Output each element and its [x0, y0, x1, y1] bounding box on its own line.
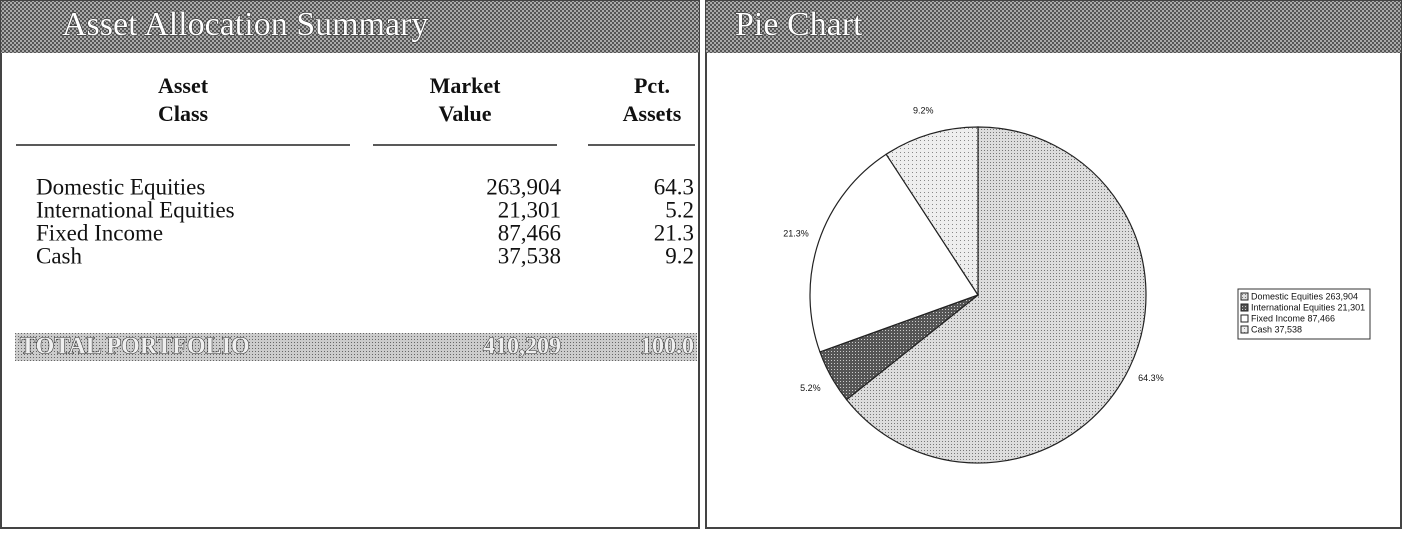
column-header: Pct.	[634, 73, 670, 98]
column-header: Assets	[623, 101, 682, 126]
total-cell: 100.0	[640, 334, 694, 360]
panel-title: Pie Chart	[735, 6, 863, 43]
table-cell: 263,904	[486, 174, 561, 199]
legend-swatch	[1240, 314, 1249, 323]
legend-label: Fixed Income 87,466	[1251, 313, 1335, 323]
title-bar	[706, 1, 1401, 53]
legend-label: International Equities 21,301	[1251, 302, 1365, 312]
pie-slice	[885, 126, 979, 298]
table-cell: International Equities	[36, 197, 235, 222]
pie-slice	[845, 126, 1147, 464]
column-header: Class	[158, 101, 209, 126]
left-panel	[0, 0, 700, 529]
slice-label: 21.3%	[783, 228, 809, 238]
table-cell: 87,466	[498, 220, 561, 245]
table-cell: Domestic Equities	[36, 174, 205, 199]
table-cell: 21.3	[654, 220, 694, 245]
total-bar	[15, 333, 697, 361]
slice-label: 64.3%	[1138, 373, 1164, 383]
legend-box	[1237, 288, 1371, 340]
pie-slice	[809, 153, 979, 353]
column-header: Asset	[158, 73, 209, 98]
legend-label: Cash 37,538	[1251, 324, 1302, 334]
column-header: Value	[439, 101, 492, 126]
total-cell: 410,209	[483, 334, 561, 360]
slice-label: 9.2%	[913, 105, 934, 115]
table-cell: 37,538	[498, 243, 561, 268]
table-cell: 9.2	[665, 243, 694, 268]
title-bar	[1, 1, 699, 53]
column-header: Market	[430, 73, 502, 98]
table-cell: Fixed Income	[36, 220, 163, 245]
slice-label: 5.2%	[800, 383, 821, 393]
total-cell: TOTAL PORTFOLIO	[20, 334, 250, 360]
legend-swatch	[1240, 292, 1249, 301]
table-cell: 21,301	[498, 197, 561, 222]
table-cell: 64.3	[654, 174, 694, 199]
panel-title: Asset Allocation Summary	[62, 6, 428, 43]
legend-swatch	[1240, 303, 1249, 312]
legend-label: Domestic Equities 263,904	[1251, 291, 1358, 301]
table-cell: Cash	[36, 243, 83, 268]
table-cell: 5.2	[665, 197, 694, 222]
legend-swatch	[1240, 325, 1249, 334]
